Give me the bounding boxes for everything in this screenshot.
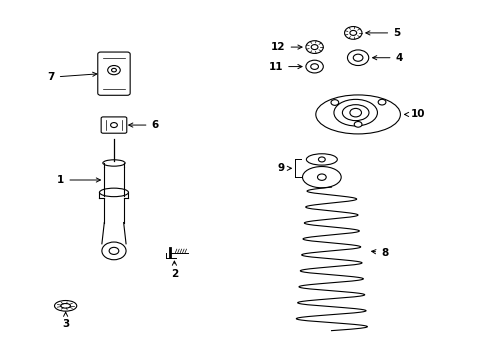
- Circle shape: [109, 247, 119, 255]
- Circle shape: [310, 64, 318, 69]
- Text: 6: 6: [128, 120, 159, 130]
- Text: 12: 12: [270, 42, 302, 52]
- Ellipse shape: [306, 154, 337, 165]
- FancyBboxPatch shape: [101, 117, 126, 133]
- Text: 4: 4: [372, 53, 402, 63]
- Circle shape: [107, 66, 120, 75]
- Ellipse shape: [99, 188, 128, 197]
- Circle shape: [318, 157, 325, 162]
- Ellipse shape: [102, 160, 125, 166]
- Text: 3: 3: [62, 312, 69, 329]
- Circle shape: [349, 31, 356, 35]
- Ellipse shape: [54, 301, 77, 311]
- Circle shape: [377, 99, 385, 105]
- Text: 7: 7: [47, 72, 97, 82]
- Ellipse shape: [333, 99, 377, 126]
- Ellipse shape: [61, 303, 70, 308]
- Circle shape: [305, 41, 323, 54]
- Circle shape: [310, 45, 317, 50]
- Circle shape: [330, 100, 338, 105]
- Circle shape: [344, 27, 361, 39]
- Circle shape: [111, 68, 116, 72]
- FancyBboxPatch shape: [98, 52, 130, 95]
- Text: 9: 9: [277, 163, 291, 173]
- Circle shape: [305, 60, 323, 73]
- Text: 8: 8: [371, 248, 387, 258]
- Circle shape: [349, 108, 361, 117]
- Circle shape: [353, 122, 361, 127]
- Circle shape: [317, 174, 325, 180]
- Circle shape: [110, 123, 117, 127]
- Text: 5: 5: [365, 28, 400, 38]
- Text: 1: 1: [57, 175, 100, 185]
- Ellipse shape: [302, 167, 341, 188]
- Text: 10: 10: [404, 109, 425, 120]
- Ellipse shape: [342, 105, 368, 121]
- Circle shape: [352, 54, 362, 61]
- Text: 11: 11: [268, 62, 302, 72]
- Circle shape: [347, 50, 368, 66]
- Ellipse shape: [315, 95, 400, 134]
- Circle shape: [102, 242, 126, 260]
- Text: 2: 2: [170, 261, 178, 279]
